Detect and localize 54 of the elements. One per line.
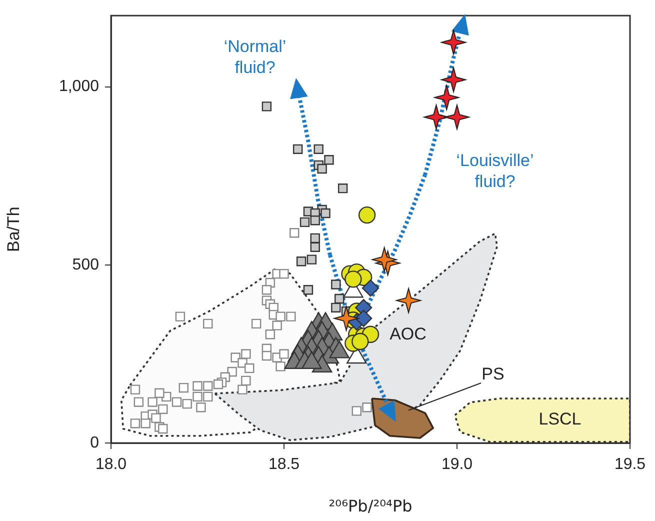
point	[238, 384, 248, 394]
point	[306, 254, 317, 264]
point	[140, 418, 150, 428]
x-tick-label: 18.5	[268, 456, 300, 474]
point	[331, 302, 341, 312]
point	[334, 294, 344, 304]
point	[276, 312, 286, 322]
point	[262, 350, 272, 361]
annotation: ‘Louisville’ fluid?	[456, 151, 534, 192]
point	[279, 268, 289, 279]
point	[154, 388, 164, 398]
point	[362, 279, 380, 297]
annotation: AOC	[390, 324, 426, 344]
point	[296, 256, 306, 266]
point	[344, 270, 362, 288]
point	[130, 418, 140, 428]
y-tick-label: 0	[90, 434, 100, 452]
annotation: LSCL	[538, 410, 582, 429]
point	[310, 242, 320, 252]
point	[362, 402, 372, 412]
point	[310, 216, 320, 226]
y-axis-title: Ba/Th	[4, 206, 23, 252]
y-tick-label: 1,000	[58, 78, 100, 96]
point	[158, 424, 168, 434]
point	[324, 155, 334, 165]
point	[317, 164, 327, 174]
point	[354, 310, 372, 327]
x-tick-label: 19.5	[614, 456, 646, 474]
point	[320, 208, 330, 218]
point	[352, 406, 362, 416]
point	[262, 285, 272, 295]
annotation: ‘Normal’ fluid?	[224, 37, 286, 78]
point	[293, 144, 303, 154]
point	[352, 332, 369, 350]
point	[262, 102, 272, 112]
x-tick-label: 19.0	[441, 456, 473, 474]
point	[130, 384, 140, 394]
point	[244, 363, 254, 374]
point	[331, 280, 341, 290]
point	[338, 184, 348, 194]
point	[175, 312, 186, 322]
point	[300, 217, 310, 228]
point	[358, 206, 376, 224]
point	[213, 379, 224, 390]
point	[151, 413, 161, 423]
x-tick-label: 18.0	[95, 456, 127, 474]
point	[303, 285, 314, 295]
y-tick-label: 500	[72, 256, 100, 274]
annotation: PS	[482, 364, 504, 384]
point	[310, 233, 320, 244]
point	[279, 349, 289, 359]
x-axis-title: ²⁰⁶Pb/²⁰⁴Pb	[328, 496, 412, 516]
point	[172, 397, 182, 407]
point	[314, 144, 324, 154]
